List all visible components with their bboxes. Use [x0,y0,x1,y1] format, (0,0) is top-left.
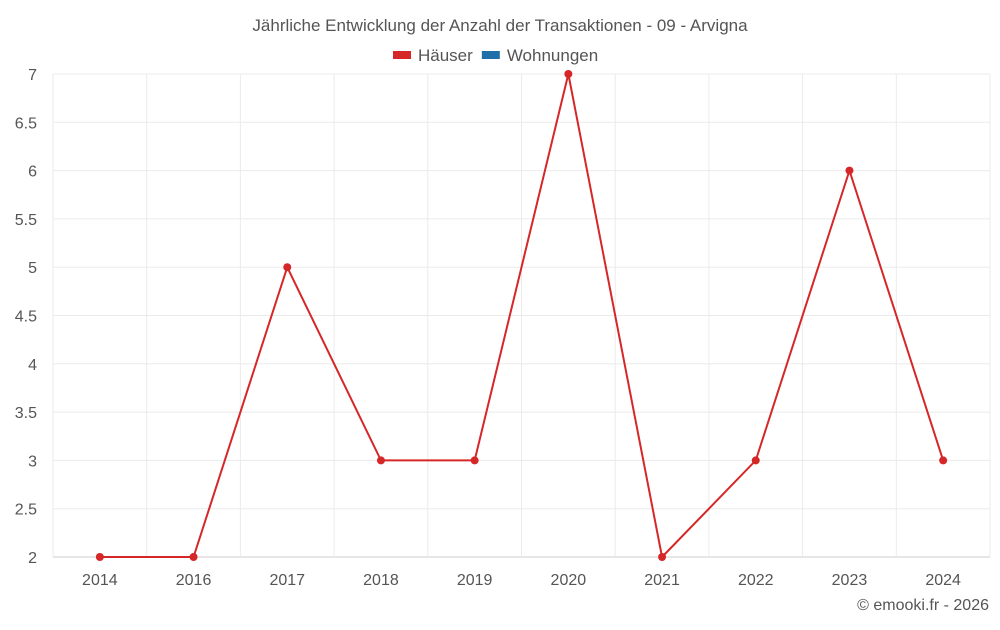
y-tick-label: 5.5 [15,212,37,229]
data-point [658,553,667,561]
y-tick-label: 2.5 [15,502,37,519]
y-tick-label: 4.5 [15,309,37,326]
x-tick-label: 2016 [176,572,212,589]
x-tick-label: 2020 [551,572,587,589]
series-line-Häuser [99,73,945,560]
y-tick-label: 5 [28,260,37,277]
data-point [189,553,198,561]
x-tick-label: 2019 [457,572,493,589]
x-tick-label: 2021 [644,572,680,589]
data-point [376,456,385,465]
y-axis: 2 2.5 3 3.5 4 4.5 5 5.5 6 6.5 7 [15,67,37,567]
data-point [283,263,292,272]
chart-title: Jährliche Entwicklung der Anzahl der Tra… [252,16,748,35]
x-tick-label: 2022 [738,572,774,589]
y-tick-label: 6.5 [15,115,37,132]
data-point [95,553,104,561]
x-tick-label: 2014 [82,572,118,589]
footer-credit: © emooki.fr - 2026 [857,597,989,614]
x-tick-label: 2023 [832,572,868,589]
y-tick-label: 3 [28,453,37,470]
data-point [939,456,948,465]
x-axis: 2014 2016 2017 2018 2019 2020 2021 2022 2023 2024 [82,572,961,589]
series [95,70,948,561]
legend-label: Wohnungen [507,46,598,65]
grid [52,73,991,558]
legend-swatch [393,51,411,59]
legend-swatch [481,51,500,59]
x-tick-label: 2018 [363,572,399,589]
y-tick-label: 4 [28,357,37,374]
y-tick-label: 3.5 [15,405,37,422]
y-tick-label: 7 [28,67,37,84]
data-point [564,70,573,78]
y-tick-label: 6 [28,164,37,181]
x-tick-label: 2017 [269,572,305,589]
y-tick-label: 2 [28,550,37,567]
legend: Häuser Wohnungen [393,46,598,65]
legend-label: Häuser [418,46,473,65]
data-point [470,456,479,465]
data-point [845,166,854,175]
x-tick-label: 2024 [925,572,961,589]
data-point [751,456,760,465]
